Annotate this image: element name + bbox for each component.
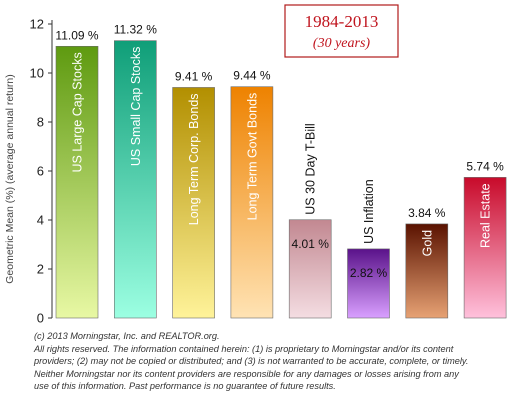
data-label: 9.44 % xyxy=(233,69,271,83)
disclaimer-line: Neither Morningstar nor its content prov… xyxy=(34,368,459,379)
bar xyxy=(463,177,507,319)
footer-disclaimer: (c) 2013 Morningstar, Inc. and REALTOR.o… xyxy=(34,330,519,393)
chart-subtitle: (30 years) xyxy=(313,36,370,51)
chart-title: 1984-2013 xyxy=(305,12,379,31)
disclaimer-line: All rights reserved. The information con… xyxy=(34,343,454,354)
y-tick-label: 8 xyxy=(37,115,44,130)
y-axis-label: Geometric Mean (%) (average annual retur… xyxy=(4,74,16,284)
data-label: 11.32 % xyxy=(114,23,157,37)
bar xyxy=(230,86,274,319)
data-label: 9.41 % xyxy=(175,69,213,83)
category-label: Long Term Corp. Bonds xyxy=(187,93,201,225)
category-label: US Inflation xyxy=(362,179,376,244)
bar-chart-svg: 0 2 4 6 8 10 12 11.09 % US Large Cap Stocks 11.3… xyxy=(4,4,507,326)
category-label: US Small Cap Stocks xyxy=(129,47,143,166)
category-label: Long Term Govt Bonds xyxy=(245,93,259,221)
disclaimer-line: providers; (2) may not be copied or dist… xyxy=(34,356,469,367)
data-label: 2.82 % xyxy=(350,266,388,280)
data-label: 3.84 % xyxy=(408,206,446,220)
y-tick-label: 4 xyxy=(37,213,44,228)
y-tick-label: 2 xyxy=(37,262,44,277)
data-label: 5.74 % xyxy=(466,159,504,173)
bar xyxy=(288,219,332,319)
disclaimer-line: use of this information. Past performanc… xyxy=(34,381,336,392)
title-box: 1984-2013 (30 years) xyxy=(284,4,399,58)
y-tick-label: 6 xyxy=(37,164,44,179)
category-label: Real Estate xyxy=(479,183,493,248)
chart: 0 2 4 6 8 10 12 11.09 % US Large Cap Stocks 11.3… xyxy=(4,4,507,326)
bar xyxy=(55,45,99,319)
category-label: US 30 Day T-Bill xyxy=(304,123,318,214)
y-tick-label: 12 xyxy=(30,17,44,32)
y-axis: 0 2 4 6 8 10 12 xyxy=(30,17,53,326)
y-tick-label: 0 xyxy=(37,311,44,326)
bar xyxy=(114,40,157,319)
bars: 11.09 % US Large Cap Stocks 11.32 % US Smal… xyxy=(55,23,507,319)
copyright-line: (c) 2013 Morningstar, Inc. and REALTOR.o… xyxy=(34,331,220,341)
y-tick-label: 10 xyxy=(30,66,44,81)
data-label: 11.09 % xyxy=(55,28,98,42)
bar xyxy=(172,87,215,319)
bar xyxy=(347,248,390,319)
data-label: 4.01 % xyxy=(292,237,330,251)
title-box-border xyxy=(284,4,399,58)
category-label: US Large Cap Stocks xyxy=(71,52,85,172)
category-label: Gold xyxy=(420,230,434,256)
bar xyxy=(405,223,449,319)
